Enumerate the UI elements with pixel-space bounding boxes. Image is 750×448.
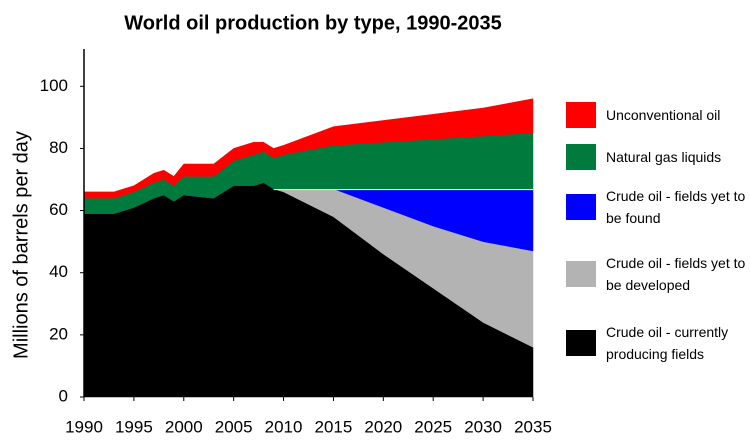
- legend-swatch: [566, 144, 596, 170]
- x-tick-label: 2015: [315, 417, 353, 436]
- x-tick-label: 2025: [414, 417, 452, 436]
- y-tick-label: 60: [49, 200, 68, 219]
- y-tick-label: 0: [59, 386, 68, 405]
- x-tick-label: 2000: [165, 417, 203, 436]
- legend-label: Natural gas liquids: [606, 149, 722, 165]
- y-tick-label: 100: [40, 76, 68, 95]
- legend-swatch: [566, 102, 596, 128]
- legend-label: Crude oil - fields yet to be found: [606, 188, 746, 226]
- legend-label: Unconventional oil: [606, 107, 721, 123]
- legend-label: Crude oil - fields yet to be developed: [606, 255, 746, 293]
- area: [83, 98, 534, 199]
- legend-swatch: [566, 330, 596, 356]
- y-tick-label: 20: [49, 324, 68, 343]
- x-tick-label: 2005: [215, 417, 253, 436]
- y-tick-label: 40: [49, 262, 68, 281]
- x-tick-label: 2010: [265, 417, 303, 436]
- y-axis-label: Millions of barrels per day: [10, 131, 32, 359]
- x-tick-label: 2030: [464, 417, 502, 436]
- legend-swatch: [566, 261, 596, 287]
- x-tick-label: 2020: [364, 417, 402, 436]
- x-tick-label: 1990: [65, 417, 103, 436]
- y-tick-label: 80: [49, 138, 68, 157]
- x-tick-label: 1995: [115, 417, 153, 436]
- legend-label: Crude oil - currently producing fields: [606, 324, 729, 362]
- x-tick-label: 2035: [514, 417, 552, 436]
- legend-swatch: [566, 194, 596, 220]
- chart-title: World oil production by type, 1990-2035: [124, 12, 502, 34]
